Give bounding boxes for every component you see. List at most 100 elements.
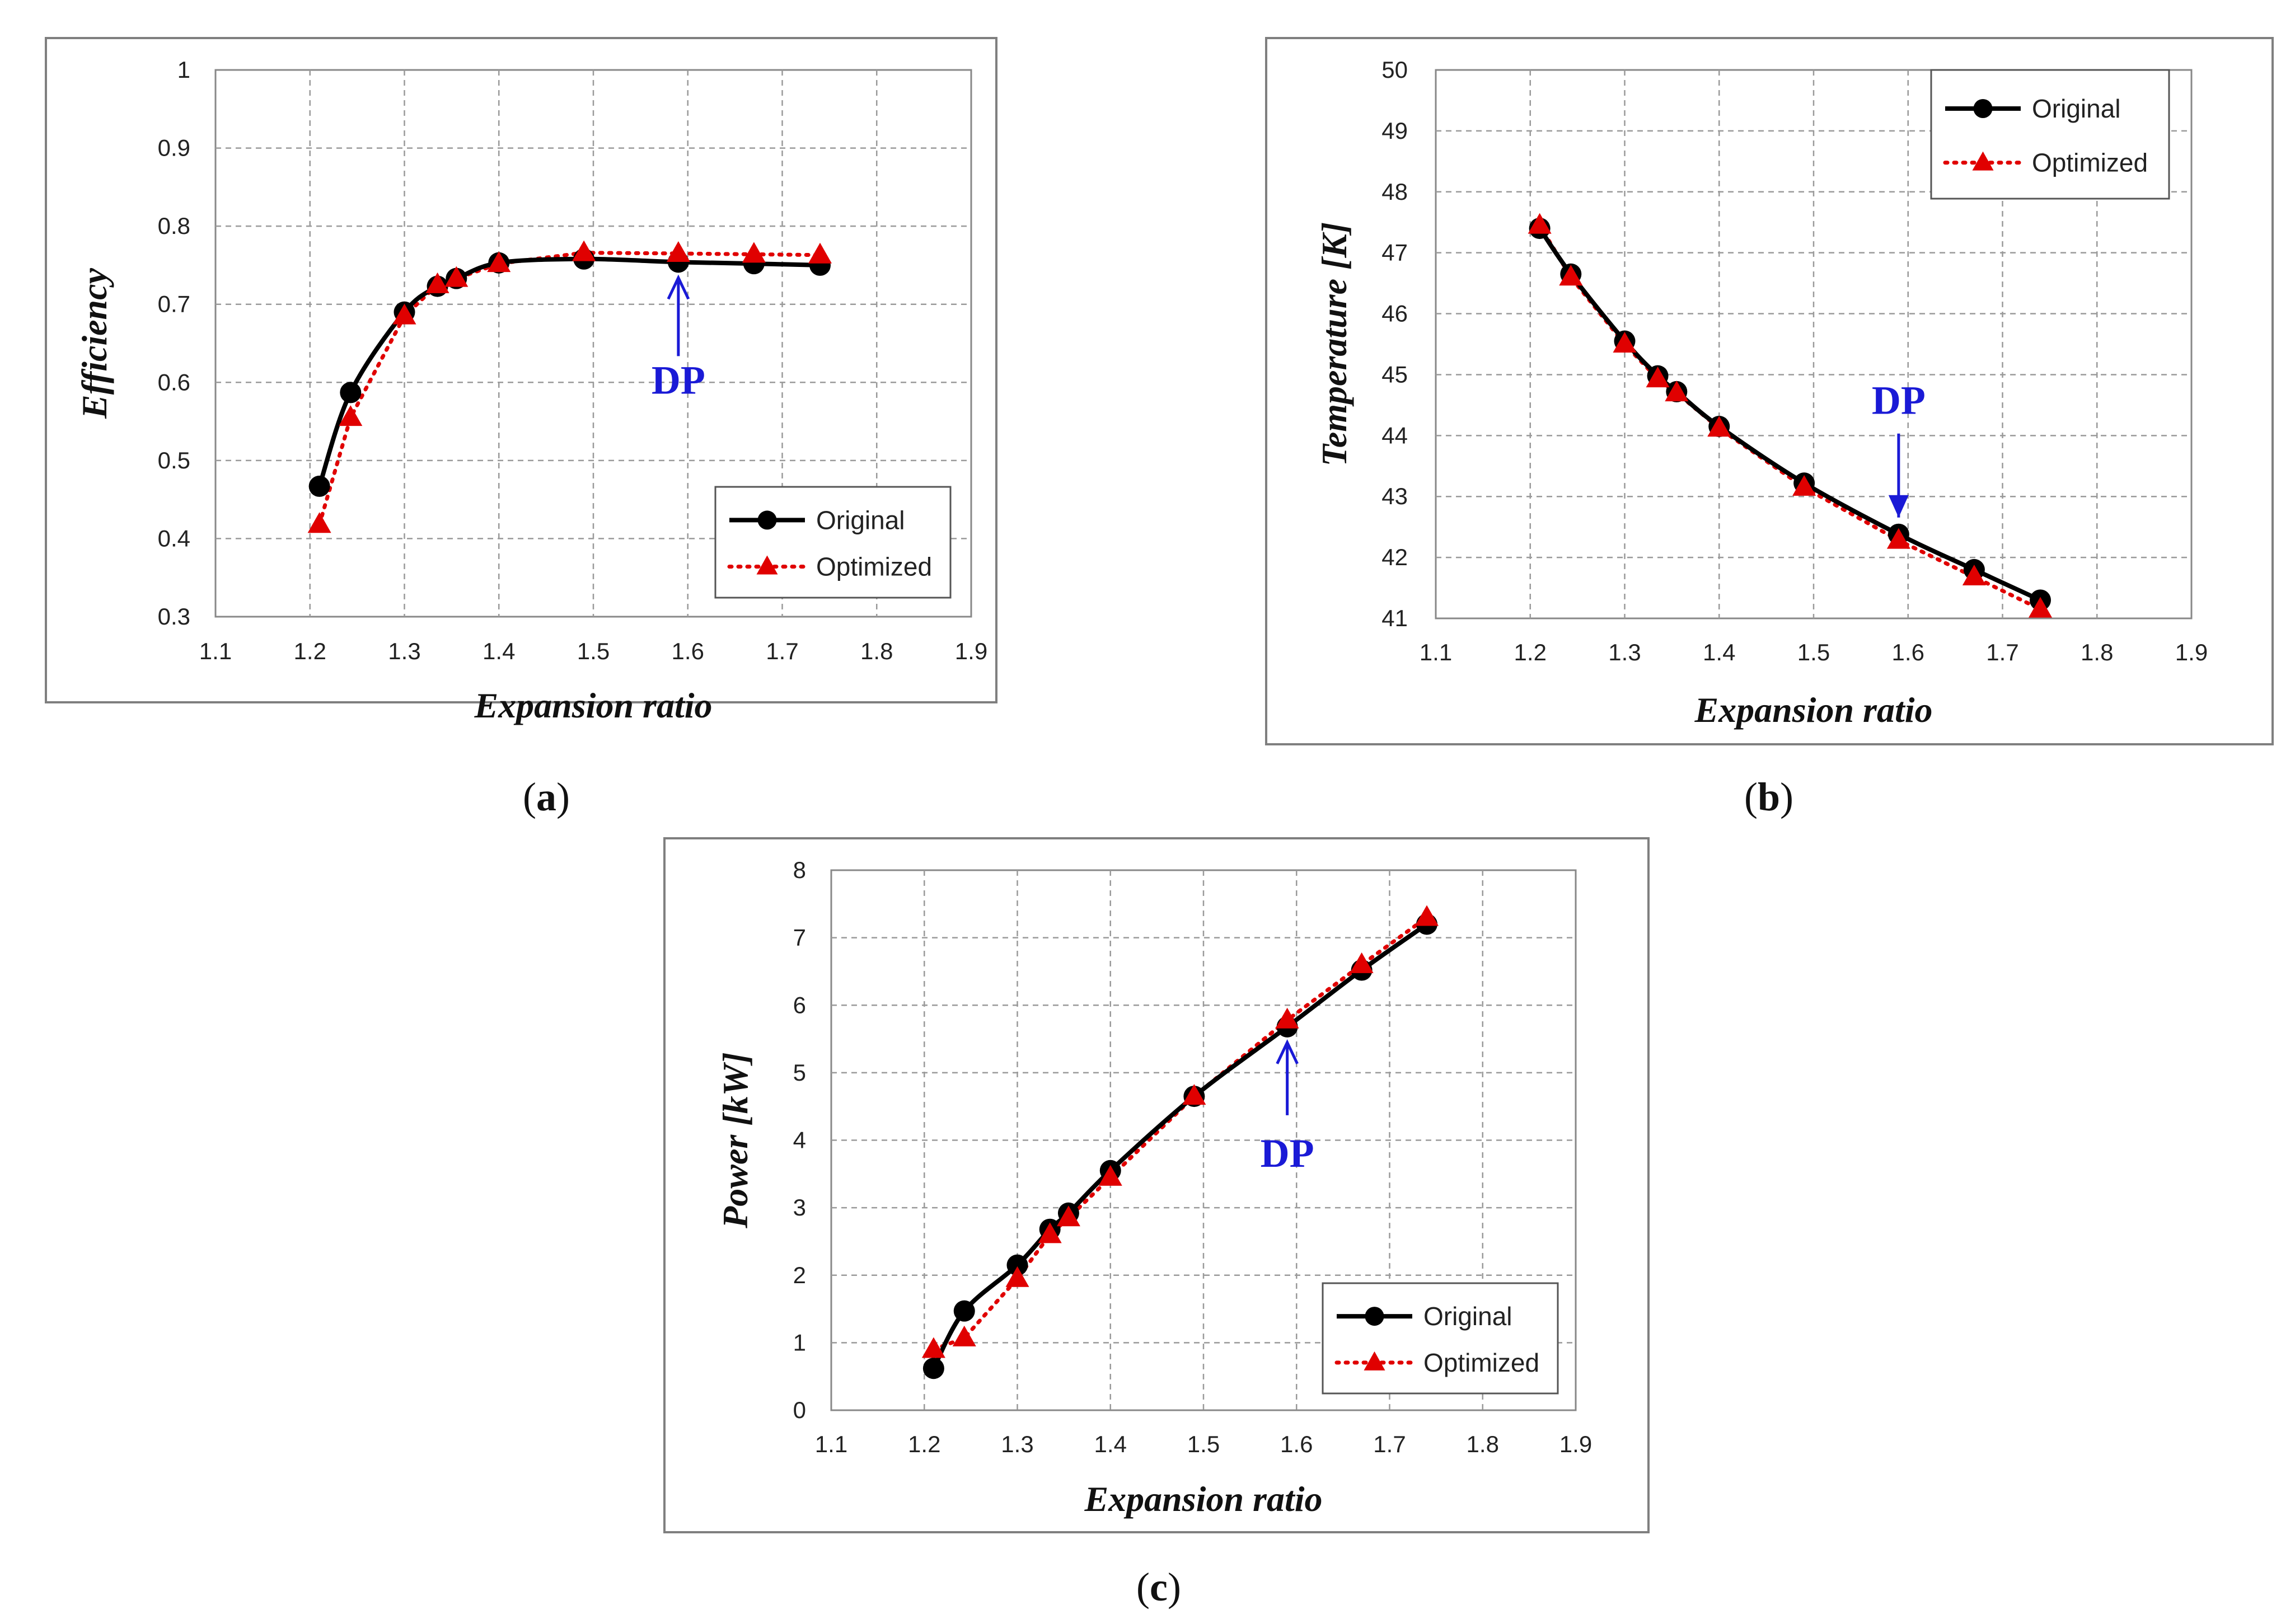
- chart0-legend-box: [714, 486, 952, 599]
- chart0-x-tick-label: 1.6: [672, 638, 704, 664]
- chart1-optimized-point: [1665, 381, 1689, 402]
- chart0-y-tick-label: 0.5: [158, 447, 190, 473]
- chart0-legend-optimized-label: Optimized: [816, 552, 932, 581]
- chart1-y-tick-label: 41: [1381, 605, 1408, 631]
- panel-a-efficiency-chart: 1.1 1.2 1.3 1.4 1.5 1.6 1.7 1.8 1.9 0.3 0.4 0.5 0.6 0…: [45, 37, 997, 725]
- chart1-dp-arrow-head: [1888, 495, 1909, 518]
- chart1-y-tick-label: 45: [1381, 361, 1408, 387]
- chart1-optimized-point: [1707, 416, 1731, 437]
- chart2-dp-arrow-head: [1276, 1039, 1299, 1064]
- chart0-optimized-point: [742, 242, 766, 263]
- chart2-optimized-point: [921, 1337, 945, 1358]
- chart0-x-axis-title: Expansion ratio: [474, 686, 712, 725]
- chart2-optimized-point: [1350, 952, 1374, 973]
- panel-label-a: (a): [523, 775, 570, 819]
- chart0-y-tick-label: 0.8: [158, 213, 190, 239]
- chart1-legend-original-label: Original: [2032, 94, 2121, 123]
- chart0-x-tick-label: 1.5: [577, 638, 610, 664]
- panel-label-b: (b): [1744, 775, 1793, 819]
- chart0-series-original-line: [317, 256, 821, 487]
- chart2-legend-original-marker: [1365, 1307, 1384, 1326]
- chart2-x-tick-label: 1.9: [1559, 1431, 1592, 1457]
- chart2-optimized-point: [1415, 905, 1439, 926]
- chart1-optimized-point: [1528, 213, 1552, 234]
- chart1-x-tick-label: 1.2: [1514, 639, 1547, 665]
- panel-c-power-chart: 1.1 1.2 1.3 1.4 1.5 1.6 1.7 1.8 1.9 0 1 2 3 4 5 6 7 8 Expa…: [663, 837, 1650, 1533]
- panel-label-c: (c): [1136, 1565, 1181, 1609]
- chart2-y-tick-label: 6: [793, 992, 806, 1018]
- chart2-optimized-point: [1056, 1205, 1080, 1227]
- chart0-x-tick-label: 1.4: [483, 638, 515, 664]
- chart0-optimized-point: [444, 266, 469, 287]
- chart0-y-tick-label: 0.7: [158, 291, 190, 317]
- chart2-original-point: [922, 1358, 944, 1379]
- chart1-x-tick-label: 1.4: [1703, 639, 1735, 665]
- chart1-y-tick-label: 50: [1381, 57, 1408, 83]
- chart0-y-tick-label: 0.3: [158, 603, 190, 630]
- chart1-optimized-point: [1559, 265, 1583, 286]
- panel-letter-b: b: [1758, 775, 1780, 819]
- chart2-legend-optimized-marker: [1364, 1351, 1385, 1370]
- chart1-x-tick-label: 1.9: [2175, 639, 2208, 665]
- chart1-optimized-point: [1792, 475, 1816, 496]
- chart1-legend-box: [1930, 69, 2170, 200]
- chart1-x-tick-label: 1.1: [1420, 639, 1452, 665]
- chart0-legend-original-label: Original: [816, 505, 905, 534]
- chart2-optimized-point: [952, 1325, 976, 1346]
- chart0-x-tick-label: 1.2: [294, 638, 326, 664]
- chart0-legend-optimized-marker: [756, 555, 778, 575]
- chart0-y-tick-label: 0.6: [158, 369, 190, 395]
- chart2-dp-label: DP: [1261, 1131, 1314, 1176]
- chart1-dp-label: DP: [1872, 378, 1926, 423]
- chart1-y-tick-label: 42: [1381, 544, 1408, 570]
- chart1-legend-original-marker: [1973, 99, 1993, 118]
- chart0-optimized-point: [666, 241, 690, 262]
- chart2-y-tick-label: 2: [793, 1262, 806, 1288]
- chart0-x-tick-label: 1.3: [388, 638, 420, 664]
- chart0-optimized-point: [307, 512, 331, 533]
- chart2-optimized-point: [1275, 1007, 1299, 1029]
- chart0-x-tick-label: 1.7: [766, 638, 798, 664]
- chart2-x-tick-label: 1.5: [1187, 1431, 1220, 1457]
- chart2-x-tick-label: 1.1: [815, 1431, 847, 1457]
- chart2-y-tick-label: 3: [793, 1194, 806, 1221]
- chart1-legend-optimized-label: Optimized: [2032, 148, 2148, 177]
- chart1-y-tick-label: 49: [1381, 118, 1408, 144]
- chart0-optimized-point: [339, 405, 363, 426]
- chart1-x-tick-label: 1.8: [2081, 639, 2113, 665]
- chart1-optimized-point: [1962, 564, 1986, 585]
- chart0-x-tick-label: 1.9: [955, 638, 987, 664]
- chart1-y-axis-title: Temperature [K]: [1314, 222, 1354, 467]
- chart2-legend-optimized-label: Optimized: [1423, 1348, 1539, 1377]
- chart1-y-tick-label: 48: [1381, 179, 1408, 205]
- chart2-optimized-point: [1098, 1165, 1122, 1186]
- chart0-dp-arrow-head: [667, 274, 690, 300]
- chart0-x-tick-label: 1.8: [860, 638, 893, 664]
- chart1-optimized-point: [1646, 367, 1670, 388]
- chart2-legend-original-label: Original: [1423, 1302, 1512, 1331]
- chart2-x-tick-label: 1.4: [1094, 1431, 1127, 1457]
- chart0-y-tick-label: 0.9: [158, 135, 190, 161]
- panel-letter-c: c: [1150, 1565, 1168, 1609]
- chart2-x-tick-label: 1.6: [1280, 1431, 1313, 1457]
- chart0-x-tick-label: 1.1: [199, 638, 232, 664]
- chart1-x-tick-label: 1.3: [1608, 639, 1641, 665]
- chart2-x-tick-label: 1.8: [1467, 1431, 1499, 1457]
- chart0-optimized-point: [572, 240, 596, 261]
- chart2-optimized-point: [1005, 1266, 1029, 1287]
- chart2-y-tick-label: 8: [793, 857, 806, 883]
- chart1-optimized-point: [1613, 332, 1637, 353]
- chart2-original-point: [1006, 1254, 1028, 1276]
- chart1-x-tick-label: 1.7: [1986, 639, 2018, 665]
- chart0-dp-label: DP: [652, 358, 705, 402]
- chart2-y-axis-title: Power [kW]: [715, 1052, 755, 1229]
- chart1-y-tick-label: 46: [1381, 301, 1408, 327]
- chart0-optimized-point: [808, 242, 832, 264]
- chart0-optimized-point: [487, 251, 511, 273]
- chart1-y-tick-label: 44: [1381, 422, 1408, 448]
- chart2-x-tick-label: 1.2: [908, 1431, 940, 1457]
- chart0-optimized-point: [392, 303, 416, 325]
- chart2-y-tick-label: 5: [793, 1059, 806, 1086]
- panel-b-temperature-chart: 1.1 1.2 1.3 1.4 1.5 1.6 1.7 1.8 1.9 41 42 43 44 45 46 4…: [1265, 37, 2274, 745]
- chart0-y-tick-label: 1: [177, 57, 190, 83]
